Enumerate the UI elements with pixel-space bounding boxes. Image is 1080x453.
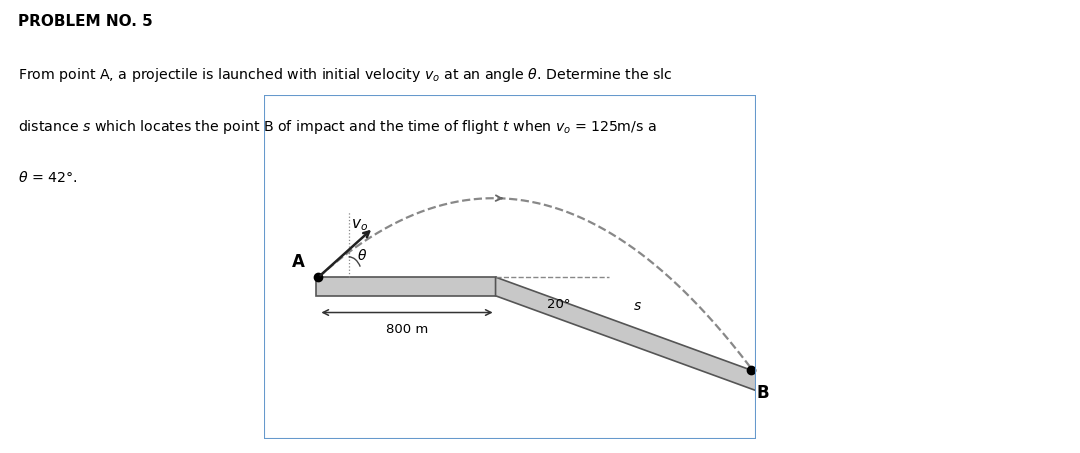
Text: 800 m: 800 m [386, 323, 428, 336]
Text: 20°: 20° [548, 298, 570, 311]
Text: $s$: $s$ [634, 299, 643, 313]
Text: $\theta$: $\theta$ [357, 248, 367, 263]
Text: $v_o$: $v_o$ [351, 217, 368, 233]
Polygon shape [316, 277, 496, 296]
Polygon shape [496, 277, 771, 396]
Text: $\theta$ = 42°.: $\theta$ = 42°. [18, 170, 78, 185]
Text: A: A [292, 253, 305, 271]
Text: From point A, a projectile is launched with initial velocity $v_o$ at an angle $: From point A, a projectile is launched w… [18, 66, 673, 84]
Text: PROBLEM NO. 5: PROBLEM NO. 5 [18, 14, 153, 29]
Text: B: B [757, 384, 769, 402]
Text: distance $s$ which locates the point B of impact and the time of flight $t$ when: distance $s$ which locates the point B o… [18, 118, 657, 136]
